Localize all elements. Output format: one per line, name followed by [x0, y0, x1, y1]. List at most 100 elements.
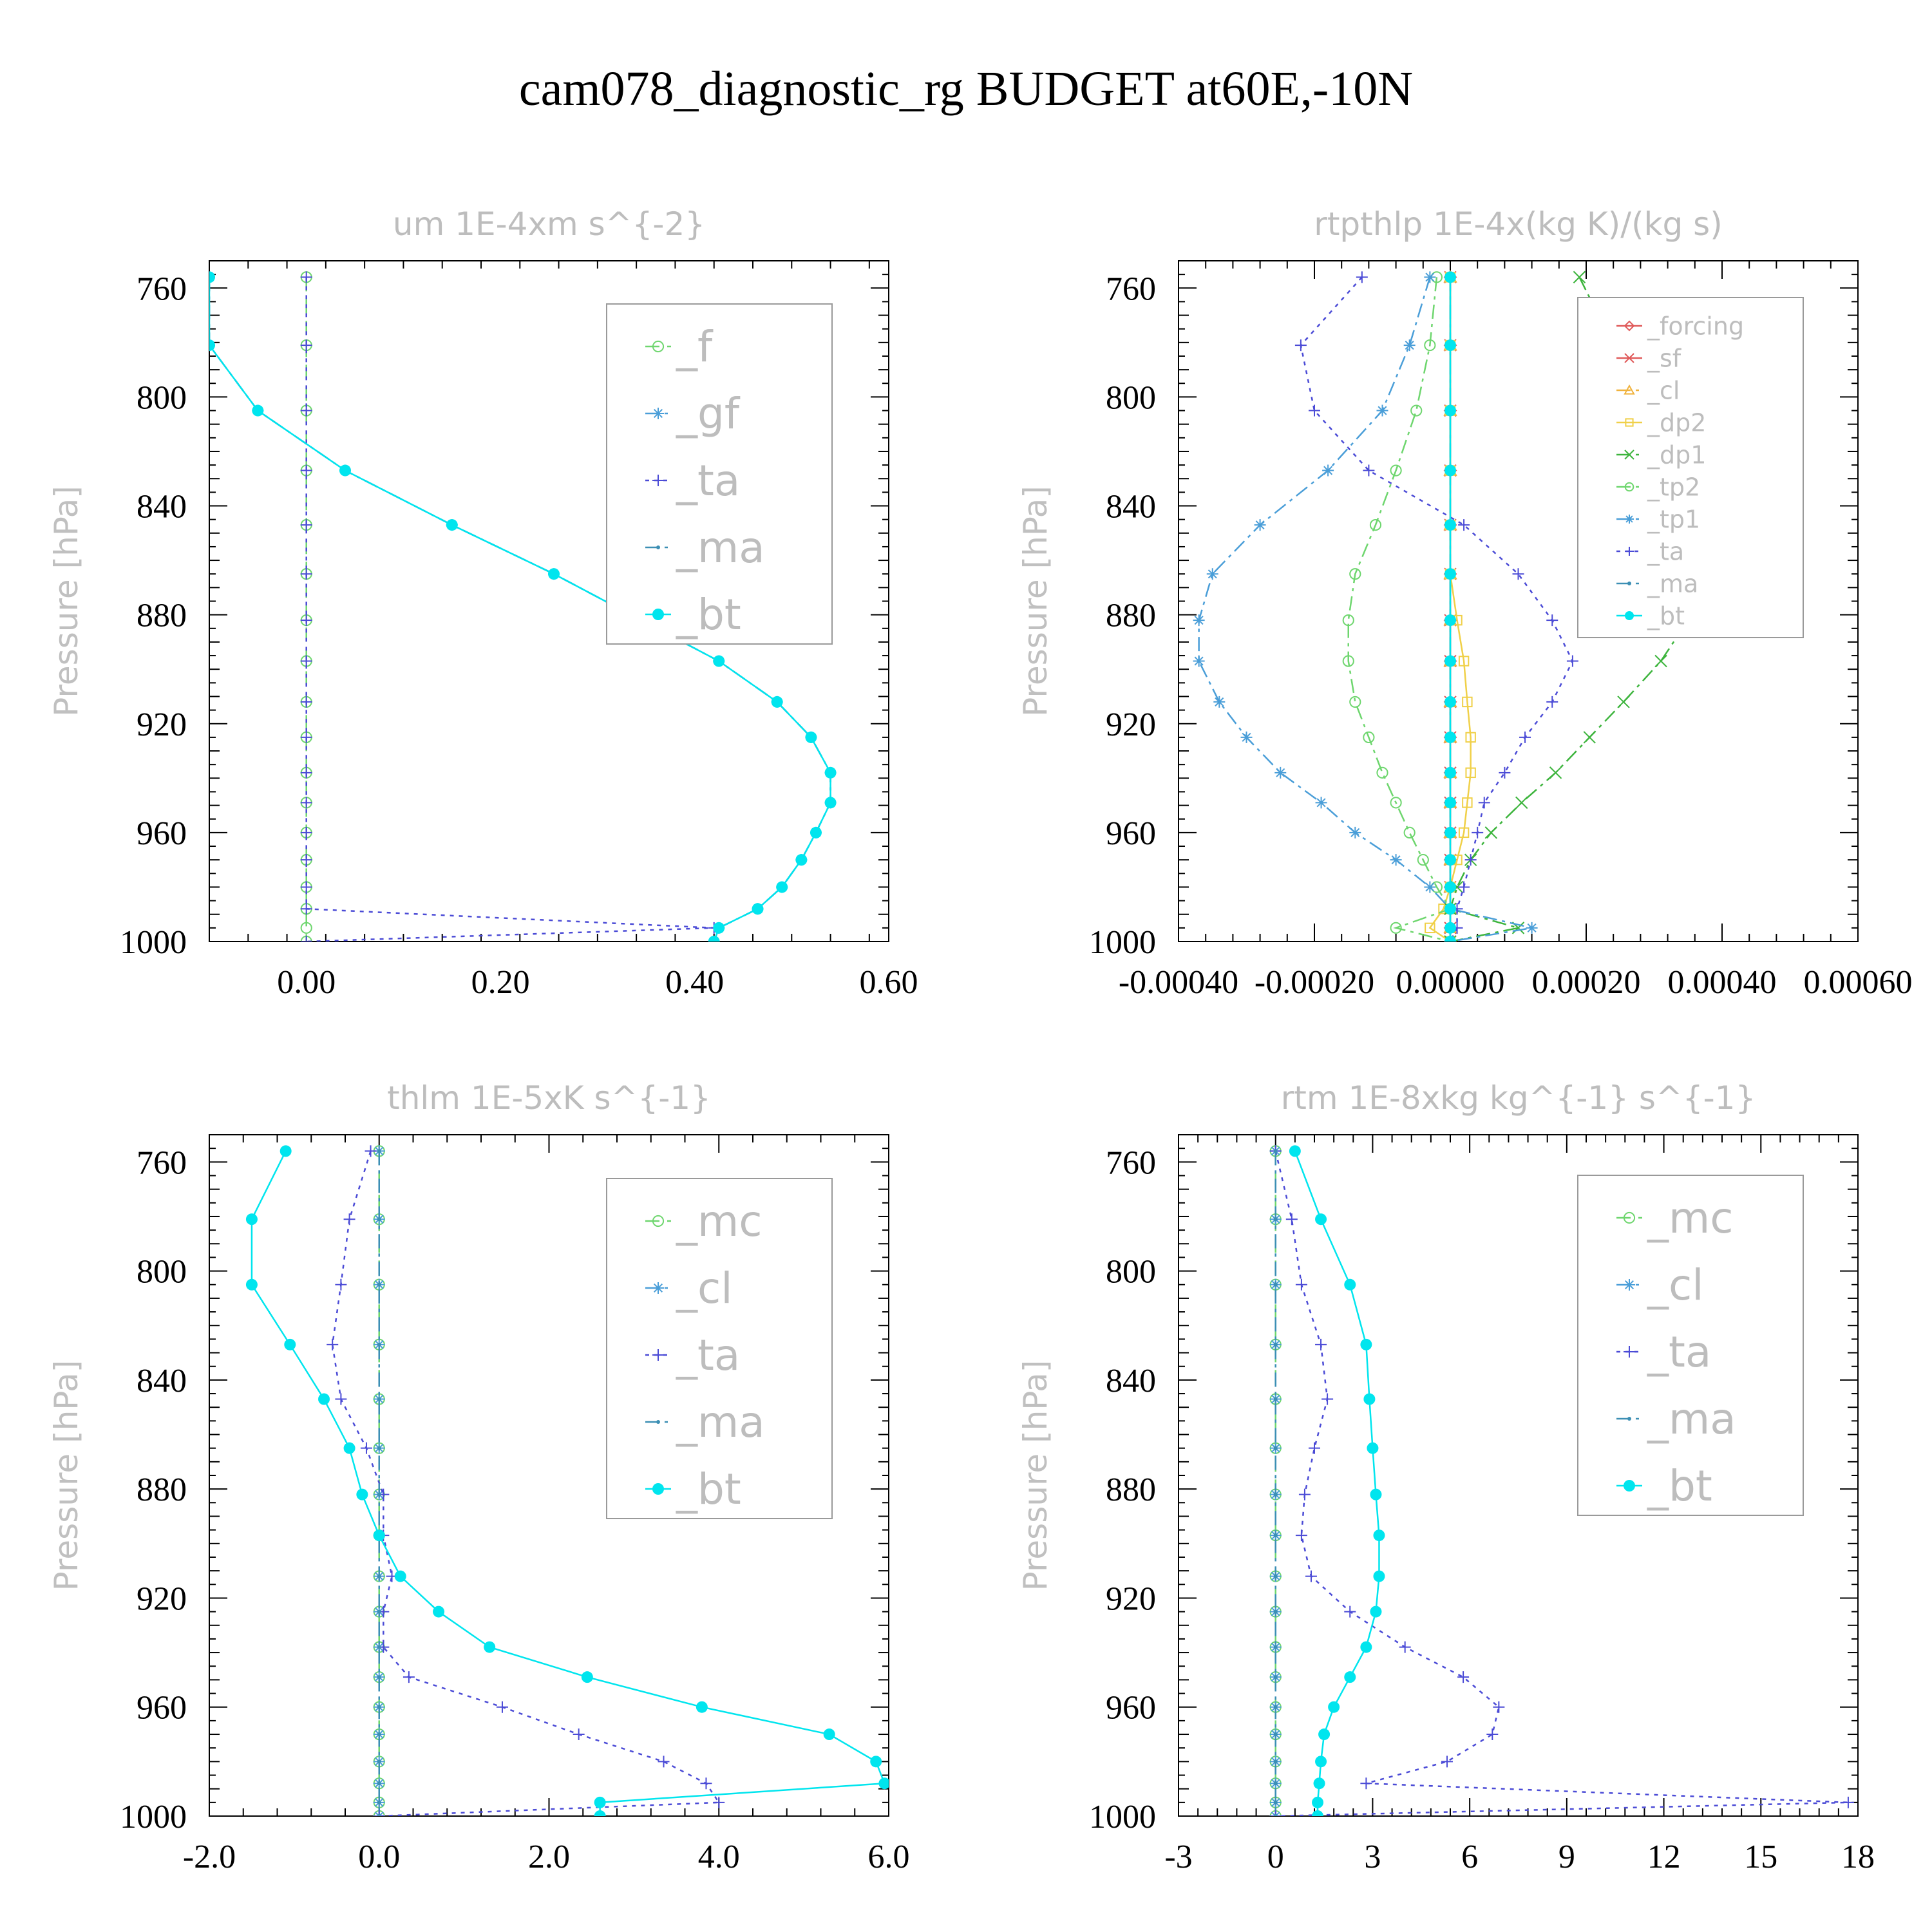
- data-point: [300, 826, 312, 838]
- data-point: [1273, 1759, 1278, 1764]
- series-line: [1294, 1150, 1380, 1816]
- legend-label: _gf: [676, 389, 741, 439]
- data-point: [1444, 881, 1456, 893]
- data-point: [1464, 854, 1477, 866]
- series-tp1: [1193, 271, 1538, 942]
- data-point: [824, 797, 837, 809]
- legend-label: _ma: [1647, 1394, 1736, 1444]
- x-tick-label: 0.00040: [1668, 964, 1777, 1001]
- y-tick-label: 1000: [1089, 924, 1156, 961]
- y-tick-label: 760: [1106, 270, 1156, 307]
- data-point: [373, 1810, 385, 1816]
- data-point: [1273, 1397, 1278, 1401]
- plot-area: [209, 271, 837, 942]
- data-point: [335, 1393, 347, 1405]
- data-point: [1344, 1671, 1356, 1683]
- y-tick-label: 880: [1106, 1472, 1156, 1508]
- legend-box: [1577, 297, 1804, 638]
- data-point: [696, 1701, 708, 1713]
- data-point: [1240, 731, 1253, 743]
- y-tick-label: 840: [137, 1363, 187, 1399]
- data-point: [335, 1278, 347, 1291]
- data-point: [318, 1393, 330, 1405]
- data-point: [1273, 1492, 1278, 1497]
- data-point: [1315, 1756, 1327, 1768]
- data-point: [1363, 731, 1375, 744]
- data-point: [1617, 696, 1630, 708]
- data-point: [1363, 464, 1375, 477]
- data-point: [713, 655, 725, 667]
- data-point: [1444, 826, 1456, 838]
- data-point: [1360, 1641, 1372, 1653]
- data-point: [1444, 519, 1456, 531]
- data-point: [1465, 732, 1476, 743]
- data-point: [1269, 1810, 1282, 1816]
- data-point: [1515, 796, 1528, 810]
- data-point: [1444, 404, 1456, 417]
- data-point: [1360, 1777, 1372, 1790]
- data-point: [377, 1574, 381, 1578]
- data-point: [878, 1777, 889, 1790]
- data-point: [1390, 922, 1402, 934]
- data-point: [300, 696, 312, 708]
- data-point: [1390, 797, 1402, 809]
- data-point: [1349, 696, 1361, 708]
- data-point: [1573, 270, 1586, 284]
- legend-label: _bt: [676, 590, 741, 639]
- data-point: [573, 1728, 585, 1741]
- legend-label: _cl: [1647, 1260, 1704, 1310]
- data-point: [1546, 614, 1558, 627]
- x-tick-label: 15: [1744, 1839, 1777, 1875]
- data-point: [1376, 404, 1388, 417]
- data-point: [1328, 1701, 1340, 1713]
- data-point: [300, 922, 312, 934]
- data-point: [1425, 922, 1435, 934]
- data-point: [433, 1605, 445, 1618]
- data-point: [1519, 731, 1531, 743]
- data-point: [1370, 1488, 1382, 1501]
- data-point: [1403, 339, 1416, 352]
- x-tick-label: -0.00040: [1119, 964, 1238, 1001]
- data-point: [1273, 1149, 1278, 1153]
- series-line: [1449, 276, 1713, 942]
- data-point: [1289, 1145, 1301, 1157]
- data-point: [1549, 766, 1562, 779]
- legend-box: [606, 303, 833, 645]
- data-point: [377, 1814, 381, 1816]
- data-point: [377, 1675, 381, 1680]
- x-tick-label: 6: [1461, 1839, 1478, 1875]
- data-point: [1493, 1701, 1505, 1713]
- y-tick-label: 840: [1106, 1363, 1156, 1399]
- y-tick-label: 1000: [120, 1799, 187, 1835]
- plot-panel-3: 760 800 840 880 920 960 1000 -2.0 0.0 2.0 4.0 6.0 th…: [48, 1079, 910, 1875]
- legend-box: [1577, 1175, 1804, 1516]
- legend-marker: [1624, 1480, 1635, 1492]
- x-tick-label: 18: [1841, 1839, 1875, 1875]
- x-tick-label: 0.40: [665, 964, 724, 1001]
- legend-marker: [1625, 611, 1634, 620]
- legend-marker: [1625, 515, 1634, 524]
- data-point: [300, 339, 312, 352]
- y-tick-label: 800: [1106, 379, 1156, 416]
- data-point: [1376, 766, 1388, 779]
- legend-marker: [652, 1215, 665, 1227]
- data-point: [1273, 1282, 1278, 1287]
- data-point: [1273, 1645, 1278, 1649]
- data-point: [658, 1756, 670, 1768]
- data-point: [1273, 1732, 1278, 1737]
- legend-label: _ma: [676, 1397, 765, 1447]
- data-point: [1193, 655, 1205, 667]
- data-point: [209, 339, 215, 352]
- data-point: [1444, 614, 1456, 627]
- series-ta: [1269, 1145, 1854, 1816]
- data-point: [1295, 1278, 1307, 1291]
- data-point: [1349, 826, 1361, 838]
- data-point: [377, 1732, 381, 1737]
- data-point: [1512, 568, 1524, 580]
- legend-marker: [652, 1282, 664, 1294]
- plot-area: [1269, 1145, 1854, 1816]
- data-point: [1458, 519, 1470, 531]
- data-point: [1309, 404, 1320, 417]
- data-point: [1390, 854, 1402, 866]
- y-tick-label: 920: [137, 706, 187, 743]
